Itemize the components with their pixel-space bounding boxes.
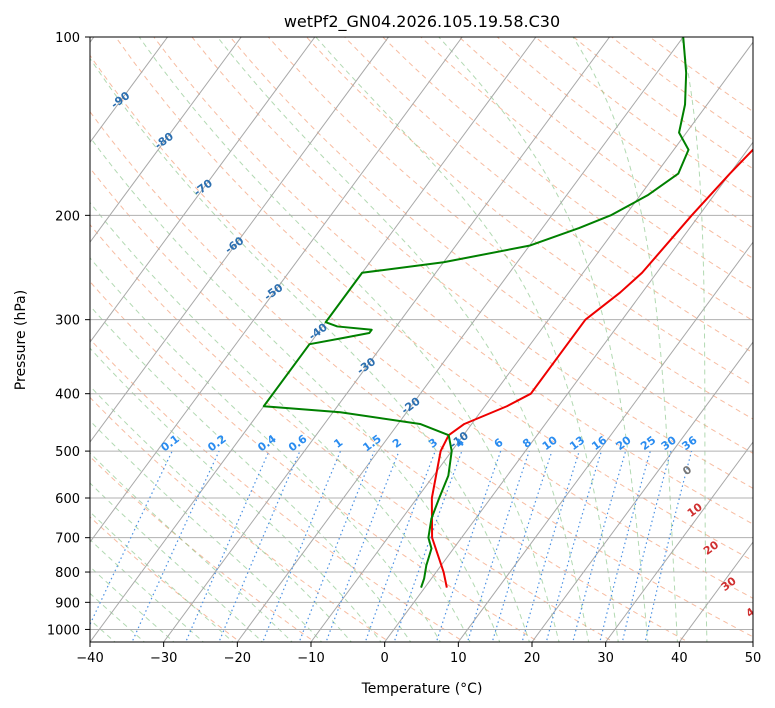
moist-adiabat [438,37,649,642]
dry-adiabat [115,37,753,562]
x-tick-label: 10 [450,651,467,666]
moist-adiabat [572,37,678,642]
mixing-ratio-line [393,450,463,642]
mixing-ratio-line [364,450,436,642]
mixing-ratio-line [185,450,270,642]
moist-adiabat [90,482,264,642]
dry-adiabat [344,37,753,354]
dry-adiabat [90,54,753,599]
isotherm-line [90,37,168,144]
plot-frame [89,36,754,643]
isotherm-line [457,241,753,642]
moist-adiabat [90,420,323,642]
moist-adiabat [90,452,293,642]
mixing-ratio-line [491,450,553,642]
x-tick-label: −30 [150,651,177,666]
dry-adiabat [90,110,753,638]
dry-adiabat [267,37,753,420]
mixing-ratio-line [572,450,627,642]
x-tick-label: 0 [381,651,389,666]
isotherm-line [90,37,463,543]
x-tick-label: 50 [745,651,762,666]
isotherm-line [605,441,753,642]
x-tick-label: −40 [76,651,103,666]
moist-adiabat [138,37,560,642]
x-axis-label: Temperature (°C) [361,681,483,697]
data-series [262,37,753,588]
moist-adiabat [680,37,708,642]
y-tick-label: 600 [55,492,80,507]
mixing-ratio-line [599,450,651,642]
isotherm-line [163,37,610,642]
isotherm-line [531,341,753,642]
isotherm-line [90,37,242,244]
x-tick-label: −20 [224,651,251,666]
mixing-ratio-line [545,450,602,642]
x-tick-label: 40 [671,651,688,666]
mixing-ratio-line [521,450,580,642]
adiabat-label: 40 [744,600,764,620]
isotherm-line [90,37,389,443]
temperature-profile-line [430,148,753,588]
moist-adiabat [315,37,619,642]
y-tick-label: 300 [55,314,80,329]
y-tick-label: 200 [55,209,80,224]
dry-adiabat [420,37,753,290]
isotherm-line [236,37,684,642]
mixing-ratio-line [131,450,220,642]
mixing-ratio-line [621,450,672,642]
y-axis-label: Pressure (hPa) [13,290,29,390]
moist-adiabat [90,305,412,642]
y-tick-label: 800 [55,566,80,581]
isotherm-line [90,37,316,343]
x-tick-label: 30 [597,651,614,666]
y-tick-label: 500 [55,445,80,460]
dewpoint-profile-line [262,37,690,588]
y-tick-label: 900 [55,596,80,611]
x-tick-label: −10 [297,651,324,666]
y-tick-label: 700 [55,532,80,547]
dry-adiabat [153,37,753,525]
chart-title: wetPf2_GN04.2026.105.19.58.C30 [284,12,560,32]
x-tick-label: 20 [524,651,541,666]
background-lines [90,37,753,642]
isotherm-line [384,141,753,642]
y-tick-label: 400 [55,388,80,403]
y-tick-label: 1000 [47,623,80,638]
axes: −40 −30 −20 −10 0 10 20 30 40 50 100 200 300 400 500 60… [47,31,761,666]
mixing-ratio-line [218,450,301,642]
dry-adiabat [191,37,753,489]
dry-adiabat [90,167,690,642]
y-tick-label: 100 [55,31,80,46]
mixing-ratio-line [644,450,693,642]
isotherm-line [90,37,537,642]
